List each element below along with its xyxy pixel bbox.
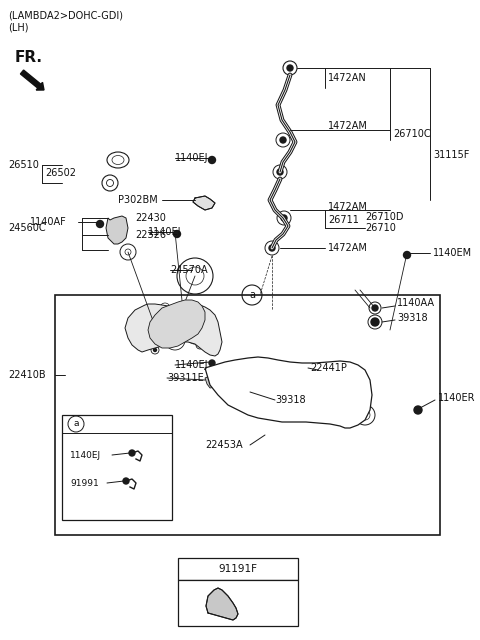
Text: 1140EJ: 1140EJ (70, 451, 101, 460)
Text: (LAMBDA2>DOHC-GDI): (LAMBDA2>DOHC-GDI) (8, 10, 123, 20)
Circle shape (199, 344, 202, 346)
Circle shape (206, 317, 209, 319)
Circle shape (281, 215, 287, 221)
Text: 1140EJ: 1140EJ (175, 360, 208, 370)
Text: 22453A: 22453A (205, 440, 242, 450)
Text: a: a (73, 419, 79, 429)
Text: P302BM: P302BM (118, 195, 158, 205)
Text: 1140ER: 1140ER (438, 393, 476, 403)
Text: FR.: FR. (15, 51, 43, 65)
Circle shape (146, 308, 149, 312)
Text: 22430: 22430 (135, 213, 166, 223)
Text: 22410B: 22410B (8, 370, 46, 380)
Text: 26710D: 26710D (365, 212, 404, 222)
Circle shape (129, 450, 135, 456)
Text: 39311E: 39311E (167, 373, 204, 383)
Bar (178, 580, 298, 626)
Text: 24560C: 24560C (8, 223, 46, 233)
Text: 91191F: 91191F (218, 564, 257, 574)
Circle shape (404, 252, 410, 259)
Polygon shape (205, 357, 372, 428)
Text: 1472AM: 1472AM (328, 121, 368, 131)
Circle shape (96, 221, 104, 227)
Text: 39318: 39318 (275, 395, 306, 405)
Circle shape (269, 245, 275, 251)
Text: 26502: 26502 (45, 168, 76, 178)
Circle shape (414, 406, 422, 414)
Circle shape (287, 65, 293, 71)
Polygon shape (106, 216, 128, 244)
Circle shape (173, 230, 180, 237)
Text: 1472AM: 1472AM (328, 202, 368, 212)
Circle shape (371, 318, 379, 326)
Text: 91991: 91991 (70, 479, 99, 488)
Text: 26510: 26510 (8, 160, 39, 170)
Text: 1140AA: 1140AA (397, 298, 435, 308)
Circle shape (372, 305, 378, 311)
Polygon shape (193, 196, 215, 210)
Polygon shape (206, 588, 238, 620)
Bar (178, 558, 298, 580)
Circle shape (173, 308, 177, 312)
Text: 26711: 26711 (328, 215, 359, 225)
Polygon shape (148, 300, 205, 348)
Text: 22326: 22326 (135, 230, 166, 240)
Circle shape (123, 478, 129, 484)
Text: 1140AF: 1140AF (30, 217, 67, 227)
Polygon shape (125, 303, 222, 356)
Polygon shape (205, 376, 218, 388)
Text: 22441P: 22441P (310, 363, 347, 373)
Circle shape (208, 157, 216, 163)
Text: 1472AM: 1472AM (328, 243, 368, 253)
Text: 1140EJ: 1140EJ (175, 153, 208, 163)
Text: 26710: 26710 (365, 223, 396, 233)
Bar (55, 295, 440, 535)
Circle shape (154, 349, 156, 351)
Circle shape (280, 137, 286, 143)
Text: 24570A: 24570A (170, 265, 208, 275)
Text: 1140EM: 1140EM (433, 248, 472, 258)
Text: 1140EJ: 1140EJ (148, 227, 181, 237)
Text: 26710C: 26710C (393, 129, 431, 139)
Text: (LH): (LH) (8, 23, 28, 33)
Text: a: a (249, 290, 255, 300)
Text: 39318: 39318 (397, 313, 428, 323)
Circle shape (209, 360, 215, 366)
Bar (62, 415, 172, 520)
Circle shape (277, 169, 283, 175)
Text: 31115F: 31115F (433, 150, 469, 160)
Text: 1472AN: 1472AN (328, 73, 367, 83)
FancyArrow shape (21, 70, 44, 90)
